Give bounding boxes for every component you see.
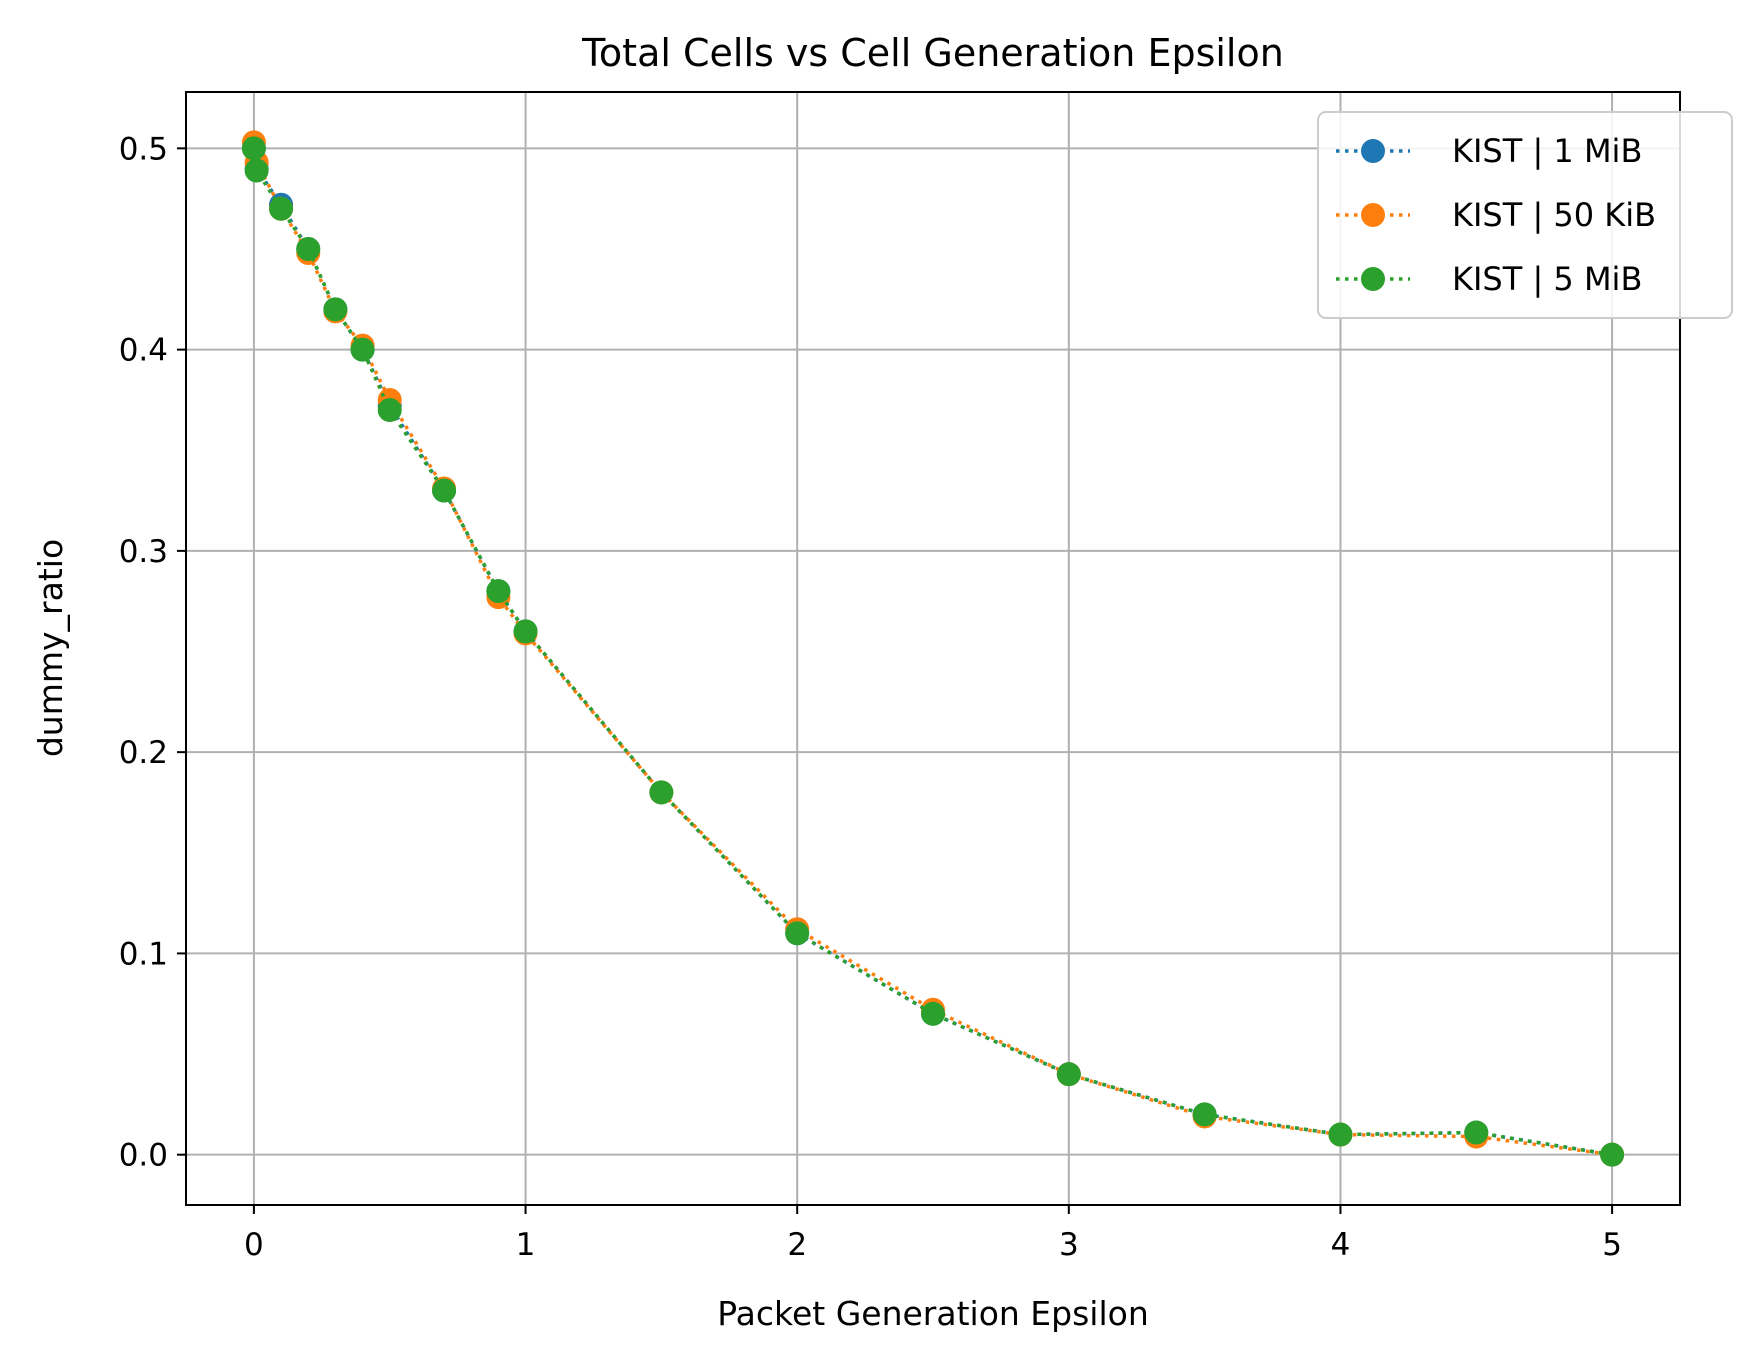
grid: [186, 92, 1680, 1205]
data-point: [486, 579, 511, 604]
x-tick-label: 3: [1059, 1227, 1079, 1263]
data-point: [1328, 1122, 1353, 1147]
data-point: [1464, 1120, 1489, 1145]
legend-marker: [1361, 203, 1385, 227]
y-tick-label: 0.0: [119, 1138, 168, 1174]
data-point: [785, 921, 810, 946]
x-tick-label: 5: [1602, 1227, 1622, 1263]
data-point: [921, 1001, 945, 1026]
y-tick-label: 0.5: [119, 131, 168, 167]
legend-item-kist-5-mib: KIST | 5 MiB: [1336, 260, 1642, 298]
legend-marker: [1361, 267, 1385, 291]
legend-item-kist-50-kib: KIST | 50 KiB: [1336, 196, 1656, 234]
data-point: [649, 780, 674, 805]
legend-label: KIST | 50 KiB: [1452, 196, 1656, 234]
y-tick-label: 0.4: [119, 333, 168, 369]
data-point: [296, 236, 321, 261]
plot-frame: [185, 91, 1681, 1206]
data-point: [1192, 1102, 1217, 1127]
data-point: [244, 158, 269, 183]
x-tick-label: 0: [244, 1227, 264, 1263]
x-tick-label: 1: [516, 1227, 536, 1263]
x-tick-label: 4: [1331, 1227, 1351, 1263]
data-point: [323, 297, 348, 322]
data-point: [377, 398, 402, 422]
y-tick-label: 0.3: [119, 534, 168, 570]
chart-title: Total Cells vs Cell Generation Epsilon: [581, 31, 1284, 75]
x-axis-label: Packet Generation Epsilon: [717, 1294, 1148, 1333]
data-point: [241, 136, 266, 161]
data-point: [1056, 1062, 1081, 1087]
legend-label: KIST | 1 MiB: [1452, 132, 1642, 170]
data-point: [1600, 1142, 1625, 1167]
series-group: [241, 130, 1625, 1167]
data-point: [432, 478, 457, 503]
legend-marker: [1361, 139, 1385, 163]
y-tick-label: 0.1: [119, 936, 168, 972]
data-point: [269, 196, 294, 221]
y-tick-label: 0.2: [119, 735, 168, 771]
legend-label: KIST | 5 MiB: [1452, 260, 1642, 298]
series-kist-5-mib: [241, 136, 1625, 1167]
data-point: [513, 619, 538, 644]
legend-item-kist-1-mib: KIST | 1 MiB: [1336, 132, 1642, 170]
x-tick-label: 2: [787, 1227, 807, 1263]
legend-box: [1317, 111, 1733, 319]
legend: KIST | 1 MiB KIST | 50 KiB KIST | 5 MiB: [1317, 111, 1733, 319]
series-line: [252, 142, 1613, 1157]
y-axis-label: dummy_ratio: [31, 539, 70, 757]
axis-ticks: 0 1 2 3 4 5 0.0 0.1 0.2 0.3 0.4 0.5: [119, 131, 1622, 1263]
data-point: [350, 337, 375, 362]
